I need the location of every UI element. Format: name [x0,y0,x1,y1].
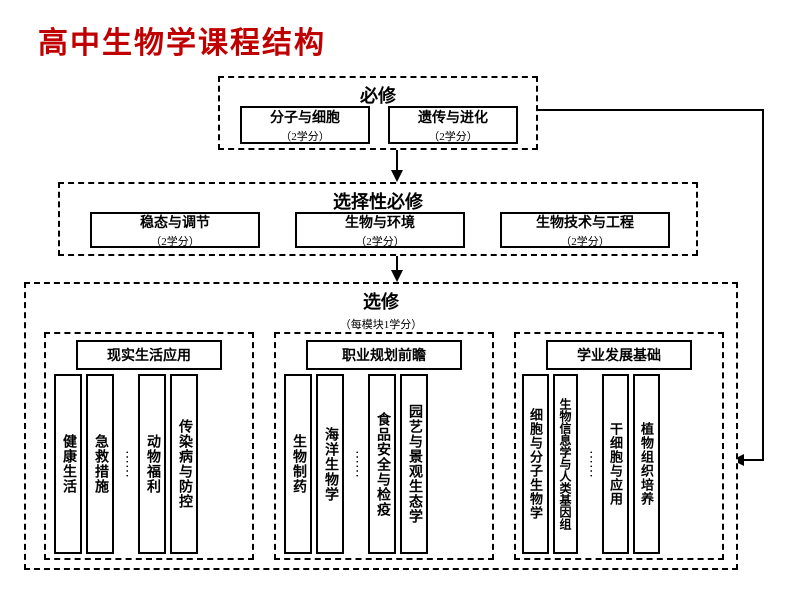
tier1-module-0: 分子与细胞 （2学分） [240,106,370,144]
ellipsis: ⋯⋯ [582,374,598,554]
module-credits: （2学分） [280,128,330,144]
tier2-selective-required-box: 选择性必修 稳态与调节 （2学分） 生物与环境 （2学分） 生物技术与工程 （2… [58,182,698,256]
group-1-items: 生物制药 海洋生物学 ⋯⋯ 食品安全与检疫 园艺与景观生态学 [284,374,428,554]
group-0-title: 现实生活应用 [76,340,222,370]
elective-item: 海洋生物学 [316,374,344,554]
tier2-module-1: 生物与环境 （2学分） [295,212,465,248]
group-2-box: 学业发展基础 细胞与分子生物学 生物信息学与人类基因组 ⋯⋯ 干细胞与应用 植物… [514,332,724,560]
elective-item: 植物组织培养 [633,374,660,554]
tier3-header: 选修 [26,284,736,314]
module-name: 分子与细胞 [270,107,340,127]
tier1-header: 必修 [220,78,536,108]
module-credits: （2学分） [428,128,478,144]
tier2-header: 选择性必修 [60,184,696,214]
course-structure-diagram: 必修 分子与细胞 （2学分） 遗传与进化 （2学分） 选择性必修 稳态与调节 （… [18,70,776,578]
tier2-module-2: 生物技术与工程 （2学分） [500,212,670,248]
elective-item: 健康生活 [54,374,82,554]
group-1-title: 职业规划前瞻 [306,340,462,370]
group-2-title: 学业发展基础 [546,340,692,370]
tier2-module-0: 稳态与调节 （2学分） [90,212,260,248]
group-0-box: 现实生活应用 健康生活 急救措施 ⋯⋯ 动物福利 传染病与防控 [44,332,254,560]
elective-item: 生物制药 [284,374,312,554]
group-0-items: 健康生活 急救措施 ⋯⋯ 动物福利 传染病与防控 [54,374,198,554]
tier1-module-1: 遗传与进化 （2学分） [388,106,518,144]
tier3-elective-box: 选修 （每模块1学分） 现实生活应用 健康生活 急救措施 ⋯⋯ 动物福利 传染病… [24,282,738,570]
module-name: 生物与环境 [345,212,415,232]
elective-item: 生物信息学与人类基因组 [553,374,578,554]
module-name: 生物技术与工程 [536,212,634,232]
tier3-subheader: （每模块1学分） [26,316,736,332]
module-credits: （2学分） [560,233,610,249]
elective-item: 传染病与防控 [170,374,198,554]
module-name: 遗传与进化 [418,107,488,127]
elective-item: 干细胞与应用 [602,374,629,554]
elective-item: 动物福利 [138,374,166,554]
module-credits: （2学分） [150,233,200,249]
ellipsis: ⋯⋯ [118,374,134,554]
group-1-box: 职业规划前瞻 生物制药 海洋生物学 ⋯⋯ 食品安全与检疫 园艺与景观生态学 [274,332,494,560]
elective-item: 食品安全与检疫 [368,374,396,554]
elective-item: 细胞与分子生物学 [522,374,549,554]
tier1-required-box: 必修 分子与细胞 （2学分） 遗传与进化 （2学分） [218,76,538,150]
group-2-items: 细胞与分子生物学 生物信息学与人类基因组 ⋯⋯ 干细胞与应用 植物组织培养 [522,374,660,554]
module-credits: （2学分） [355,233,405,249]
elective-item: 急救措施 [86,374,114,554]
module-name: 稳态与调节 [140,212,210,232]
elective-item: 园艺与景观生态学 [400,374,428,554]
ellipsis: ⋯⋯ [348,374,364,554]
page-title: 高中生物学课程结构 [0,0,794,62]
